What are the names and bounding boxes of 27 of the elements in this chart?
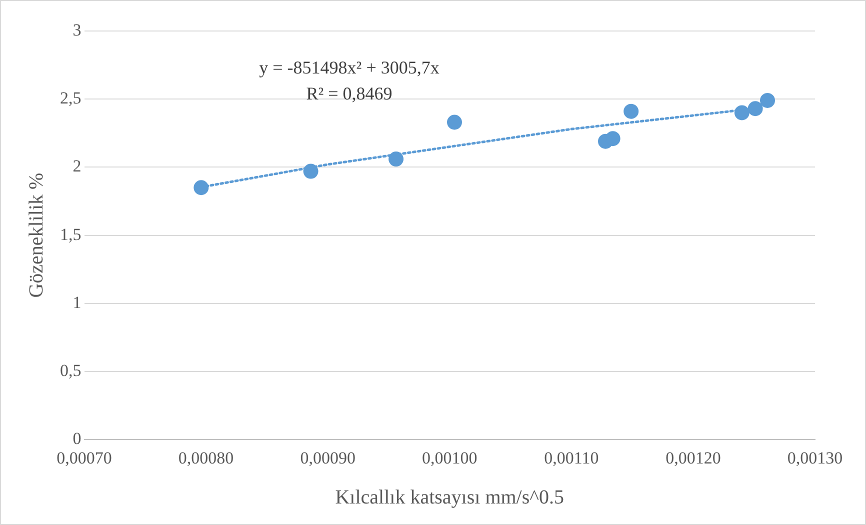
y-axis-title: Gözeneklilik % bbox=[25, 172, 48, 298]
y-tick-label: 2 bbox=[72, 156, 82, 176]
x-tick-label: 0,00120 bbox=[666, 448, 721, 468]
y-tick-label: 3 bbox=[72, 20, 82, 40]
annotation: y = -851498x² + 3005,7x bbox=[259, 58, 440, 78]
point bbox=[605, 131, 620, 146]
y-tick-label: 2,5 bbox=[60, 88, 82, 108]
x-tick-label: 0,00100 bbox=[422, 448, 478, 468]
point bbox=[446, 114, 462, 130]
point bbox=[748, 101, 763, 116]
y-tick-label: 1,5 bbox=[60, 224, 82, 244]
x-tick-label: 0,00070 bbox=[56, 448, 112, 468]
point bbox=[194, 180, 209, 196]
x-tick-label: 0,00090 bbox=[300, 448, 356, 468]
point bbox=[388, 152, 404, 167]
point bbox=[624, 104, 639, 119]
y-tick-label: 1 bbox=[72, 292, 82, 312]
annotation: R² = 0,8469 bbox=[306, 84, 392, 104]
point bbox=[303, 164, 318, 179]
y-tick-label: 0,5 bbox=[60, 360, 82, 380]
x-axis-title: Kılcallık katsayısı mm/s^0.5 bbox=[335, 486, 564, 508]
x-tick-label: 0,00110 bbox=[544, 448, 599, 468]
point bbox=[760, 92, 775, 108]
x-tick-label: 0,00130 bbox=[787, 448, 843, 468]
point bbox=[734, 105, 750, 120]
x-tick-label: 0,00080 bbox=[178, 448, 234, 468]
y-tick-label: 0 bbox=[72, 429, 82, 448]
